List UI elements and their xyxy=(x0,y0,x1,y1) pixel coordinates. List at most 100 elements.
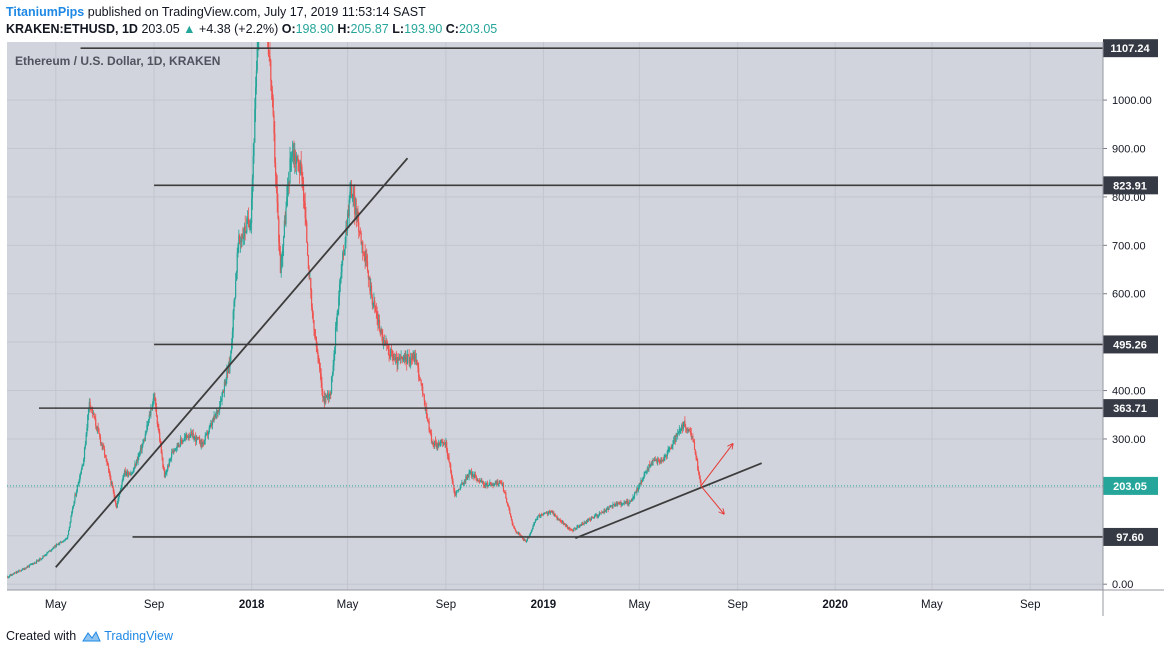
candle-body xyxy=(218,409,220,411)
candle-body xyxy=(151,409,153,411)
candle-body xyxy=(678,429,680,432)
candle-body xyxy=(175,447,178,449)
candle-body xyxy=(335,325,337,328)
candle-body xyxy=(438,443,441,446)
price-axis[interactable] xyxy=(1103,42,1164,590)
candle-body xyxy=(10,574,12,576)
candle-body xyxy=(314,329,316,337)
candle-body xyxy=(642,478,644,480)
candle-body xyxy=(305,218,307,223)
high-value: 205.87 xyxy=(350,22,389,36)
candle-body xyxy=(697,469,700,472)
candle-body xyxy=(194,436,196,438)
candle-body xyxy=(516,532,518,534)
candle-body xyxy=(633,496,635,498)
tradingview-logo[interactable]: TradingView xyxy=(80,629,173,643)
candle-body xyxy=(159,441,162,445)
candle-body xyxy=(40,558,42,560)
candle-body xyxy=(221,392,223,401)
candle-body xyxy=(101,442,103,447)
candle-body xyxy=(191,433,194,435)
candle-body xyxy=(271,80,273,91)
candle-body xyxy=(171,452,173,458)
candle-body xyxy=(585,520,588,523)
candle-body xyxy=(186,435,188,437)
candle-body xyxy=(454,494,457,496)
candle-body xyxy=(129,474,131,476)
candle-body xyxy=(36,560,38,562)
candle-body xyxy=(133,468,135,471)
candle-body xyxy=(51,549,53,551)
time-ticks: May Sep 2018 May Sep 2019 May Sep 2020 May Sep xyxy=(45,599,1041,611)
candle-body xyxy=(81,465,83,470)
candle-body xyxy=(42,555,44,558)
candle-body xyxy=(47,551,50,553)
candle-body xyxy=(682,424,684,430)
candle-body xyxy=(392,355,394,360)
candle-body xyxy=(415,359,417,361)
candle-body xyxy=(150,409,152,416)
candle-body xyxy=(95,426,98,430)
candle-body xyxy=(57,543,59,545)
candle-body xyxy=(486,483,488,485)
candle-body xyxy=(641,478,644,482)
candle-body xyxy=(380,330,382,335)
candle-body xyxy=(539,515,541,517)
candle-body xyxy=(323,396,325,404)
candle-body xyxy=(651,462,653,466)
price-tick-label: 900.00 xyxy=(1112,144,1146,156)
candle-body xyxy=(657,459,660,461)
candle-body xyxy=(409,361,411,363)
candle-body xyxy=(163,467,165,470)
candle-body xyxy=(144,434,146,441)
candle-body xyxy=(22,568,24,570)
publisher-name[interactable]: TitaniumPips xyxy=(6,5,85,19)
candle-body xyxy=(32,563,34,565)
candle-body xyxy=(29,564,31,566)
candle-body xyxy=(480,479,482,481)
candle-body xyxy=(226,370,228,380)
candle-body xyxy=(184,436,186,438)
candle-body xyxy=(669,447,671,450)
candle-body xyxy=(646,467,648,472)
candle-body xyxy=(115,504,118,508)
candle-body xyxy=(666,450,668,456)
candle-body xyxy=(538,515,541,517)
candle-body xyxy=(429,430,431,432)
candle-body xyxy=(354,195,356,215)
candle-body xyxy=(668,449,670,451)
candle-body xyxy=(647,467,649,470)
candle-body xyxy=(551,511,553,513)
candle-body xyxy=(385,341,387,344)
candle-body xyxy=(499,480,501,483)
candle-body xyxy=(514,527,516,530)
candle-body xyxy=(437,444,439,447)
candle-body xyxy=(504,492,506,494)
candle-body xyxy=(143,440,145,443)
candle-body xyxy=(485,484,487,486)
candle-body xyxy=(451,476,453,482)
candle-body xyxy=(471,474,473,477)
candle-body xyxy=(685,428,688,431)
candle-body xyxy=(683,420,685,425)
time-axis[interactable] xyxy=(7,590,1103,616)
candle-body xyxy=(395,357,397,359)
candle-body xyxy=(110,478,112,485)
candle-body xyxy=(487,485,489,487)
candle-body xyxy=(695,453,697,459)
candle-body xyxy=(7,576,9,578)
candle-body xyxy=(122,477,124,482)
candle-body xyxy=(645,472,647,474)
candle-body xyxy=(630,500,632,502)
candle-body xyxy=(130,473,132,475)
candle-body xyxy=(364,252,366,261)
candle-body xyxy=(660,458,662,462)
candle-body xyxy=(93,412,95,419)
candle-body xyxy=(266,24,267,29)
candle-body xyxy=(544,512,546,514)
candle-body xyxy=(120,484,122,490)
candle-body xyxy=(602,511,604,513)
candle-body xyxy=(503,490,505,493)
candle-body xyxy=(450,464,452,472)
